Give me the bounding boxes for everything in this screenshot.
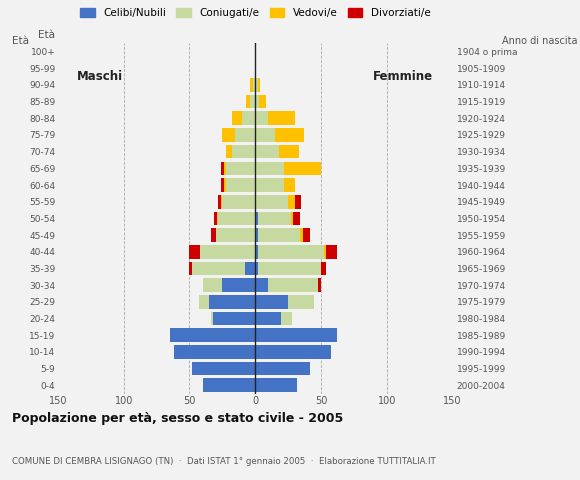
Bar xyxy=(281,312,292,325)
Bar xyxy=(222,128,235,142)
Bar xyxy=(215,212,217,225)
Bar xyxy=(318,278,321,292)
Bar xyxy=(190,262,192,276)
Bar xyxy=(255,161,284,175)
Bar xyxy=(222,195,255,208)
Bar xyxy=(216,228,255,242)
Bar xyxy=(242,111,255,125)
Bar xyxy=(255,295,288,309)
Bar xyxy=(192,362,255,375)
Bar xyxy=(221,161,224,175)
Bar xyxy=(192,262,245,276)
Bar xyxy=(255,111,269,125)
Bar xyxy=(258,212,291,225)
Bar xyxy=(303,228,310,242)
Bar xyxy=(255,345,331,359)
Bar xyxy=(288,195,295,208)
Bar xyxy=(170,328,255,342)
Bar xyxy=(255,378,298,392)
Bar xyxy=(255,78,258,92)
Bar xyxy=(295,195,301,208)
Bar xyxy=(211,312,213,325)
Bar xyxy=(255,312,281,325)
Bar xyxy=(326,245,337,259)
Text: Età: Età xyxy=(12,36,28,46)
Bar xyxy=(255,195,288,208)
Bar xyxy=(255,228,258,242)
Bar xyxy=(202,278,222,292)
Bar xyxy=(300,228,303,242)
Bar xyxy=(219,212,255,225)
Bar xyxy=(284,161,321,175)
Bar xyxy=(222,278,255,292)
Bar xyxy=(200,245,255,259)
Bar xyxy=(226,178,255,192)
Bar xyxy=(199,295,209,309)
Bar xyxy=(255,262,258,276)
Text: Femmine: Femmine xyxy=(372,70,433,83)
Bar xyxy=(250,95,255,108)
Bar xyxy=(258,262,321,276)
Bar xyxy=(284,178,295,192)
Bar xyxy=(221,178,224,192)
Bar xyxy=(288,295,314,309)
Bar xyxy=(255,362,310,375)
Bar xyxy=(255,278,269,292)
Bar xyxy=(224,178,226,192)
Bar xyxy=(269,111,295,125)
Bar xyxy=(213,312,255,325)
Legend: Celibi/Nubili, Coniugati/e, Vedovi/e, Divorziati/e: Celibi/Nubili, Coniugati/e, Vedovi/e, Di… xyxy=(80,8,430,18)
Bar xyxy=(252,78,255,92)
Bar xyxy=(226,161,255,175)
Bar xyxy=(291,212,293,225)
Bar xyxy=(221,195,222,208)
Bar xyxy=(293,212,300,225)
Bar xyxy=(219,195,221,208)
Bar xyxy=(259,95,266,108)
Bar xyxy=(245,262,255,276)
Text: Popolazione per età, sesso e stato civile - 2005: Popolazione per età, sesso e stato civil… xyxy=(12,412,343,425)
Bar xyxy=(275,128,304,142)
Bar xyxy=(226,145,231,158)
Bar xyxy=(231,145,255,158)
Text: COMUNE DI CEMBRA LISIGNAGO (TN)  ·  Dati ISTAT 1° gennaio 2005  ·  Elaborazione : COMUNE DI CEMBRA LISIGNAGO (TN) · Dati I… xyxy=(12,456,436,466)
Bar xyxy=(231,111,242,125)
Bar xyxy=(258,245,324,259)
Bar xyxy=(255,245,258,259)
Bar xyxy=(217,212,219,225)
Text: Anno di nascita: Anno di nascita xyxy=(502,36,577,46)
Bar xyxy=(255,212,258,225)
Bar xyxy=(255,95,259,108)
Bar xyxy=(173,345,255,359)
Bar xyxy=(235,128,255,142)
Bar xyxy=(258,228,300,242)
Bar xyxy=(250,78,252,92)
Bar xyxy=(269,278,318,292)
Bar xyxy=(202,378,255,392)
Bar xyxy=(324,245,326,259)
Bar xyxy=(255,128,275,142)
Bar xyxy=(255,178,284,192)
Bar xyxy=(321,262,326,276)
Bar xyxy=(224,161,226,175)
Bar xyxy=(246,95,250,108)
Bar xyxy=(255,328,337,342)
Bar xyxy=(209,295,255,309)
Bar xyxy=(279,145,299,158)
Bar xyxy=(255,145,279,158)
Bar xyxy=(211,228,216,242)
Text: Maschi: Maschi xyxy=(77,70,123,83)
Bar xyxy=(258,78,260,92)
Bar xyxy=(190,245,200,259)
Text: Età: Età xyxy=(38,30,55,40)
